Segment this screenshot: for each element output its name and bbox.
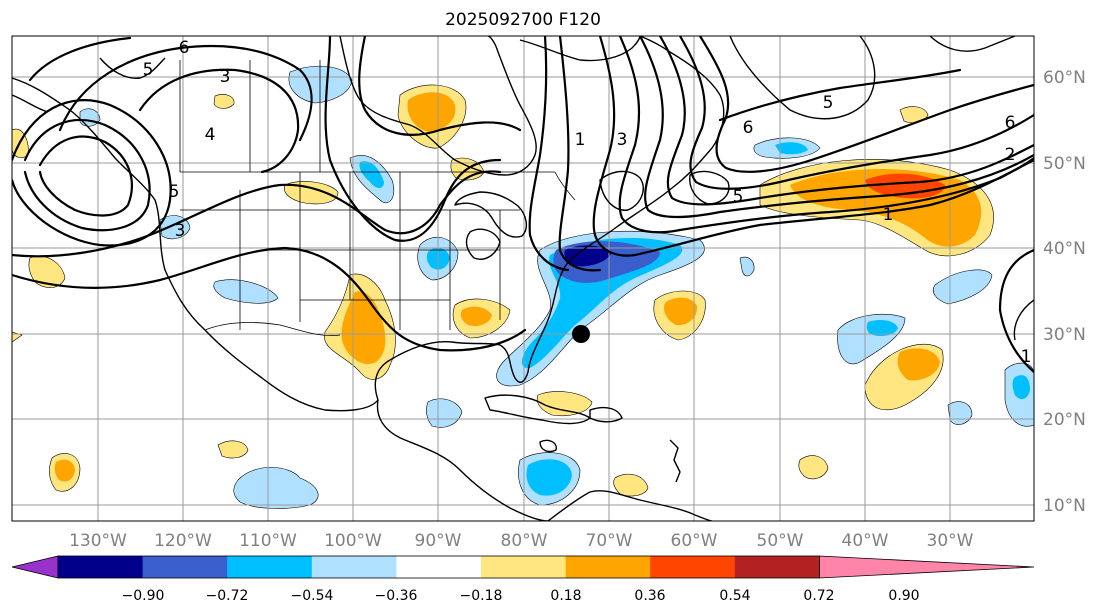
colorbar-frame [57,555,820,579]
colorbar-segment [734,556,820,578]
lon-label: 70°W [586,531,633,551]
colorbar-tick-label: −0.36 [375,588,418,604]
colorbar-segment [311,556,397,578]
contour-label: 5 [733,187,744,207]
contour-label: 5 [169,182,180,202]
contour-label: 3 [617,130,628,150]
colorbar-tick-label: 0.72 [803,588,834,604]
contour-label: 2 [1005,145,1016,165]
contour-label: 4 [205,125,216,145]
colorbar-tick-label: −0.54 [291,588,334,604]
colorbar-segment [565,556,651,578]
contour-label-group: 6 5 3 4 5 3 1 3 5 6 5 6 2 1 1 [143,38,1032,367]
colorbar-tick-label: 0.18 [550,588,581,604]
lon-label: 110°W [239,531,297,551]
lon-label: 130°W [69,531,127,551]
map-area: 6 5 3 4 5 3 1 3 5 6 5 6 2 1 1 [12,36,1034,521]
contour-label: 6 [179,38,190,58]
lon-label: 60°W [671,531,718,551]
colorbar-extend-high [819,555,1035,579]
lat-label: 50°N [1043,154,1086,174]
contour-lines [12,36,1034,374]
contour-label: 6 [743,118,754,138]
colorbar-tick-label: 0.90 [888,588,919,604]
colorbar-ticks: −0.90 −0.72 −0.54 −0.36 −0.18 0.18 0.36 … [122,588,920,604]
colorbar-extend-low [11,555,59,579]
lon-label: 50°W [757,531,804,551]
contour-label: 5 [823,93,834,113]
colorbar-tick-label: 0.36 [634,588,665,604]
longitude-axis: 130°W 120°W 110°W 100°W 90°W 80°W 70°W 6… [69,531,974,551]
lon-label: 40°W [842,531,889,551]
colorbar-tick-label: −0.90 [122,588,165,604]
colorbar-segment [227,556,313,578]
contour-label: 1 [575,130,586,150]
lat-label: 40°N [1043,239,1086,259]
colorbar-segment [58,556,144,578]
colorbar-tick-label: 0.54 [719,588,750,604]
colorbar [11,555,1035,579]
contour-label: 6 [1005,113,1016,133]
lat-lon-grid [12,36,1034,521]
colorbar-segment [142,556,228,578]
contour-label: 3 [175,221,186,241]
lat-label: 20°N [1043,410,1086,430]
lon-label: 80°W [501,531,548,551]
contour-label: 1 [1021,347,1032,367]
colorbar-segment [481,556,567,578]
colorbar-tick-label: −0.72 [206,588,249,604]
colorbar-segment [650,556,736,578]
lat-label: 60°N [1043,68,1086,88]
lon-label: 120°W [154,531,212,551]
lat-label: 30°N [1043,325,1086,345]
colorbar-segment [396,556,482,578]
storm-position-marker [572,325,590,343]
lat-label: 10°N [1043,496,1086,516]
contour-label: 5 [143,60,154,80]
colorbar-tick-label: −0.18 [460,588,503,604]
latitude-axis: 60°N 50°N 40°N 30°N 20°N 10°N [1043,68,1086,516]
lon-label: 30°W [927,531,974,551]
coastlines [12,36,1034,521]
map-frame [11,35,1035,522]
lon-label: 100°W [324,531,382,551]
contour-label: 3 [220,67,231,87]
map-title: 2025092700 F120 [445,10,601,30]
contour-label: 1 [883,205,894,225]
lon-label: 90°W [415,531,462,551]
